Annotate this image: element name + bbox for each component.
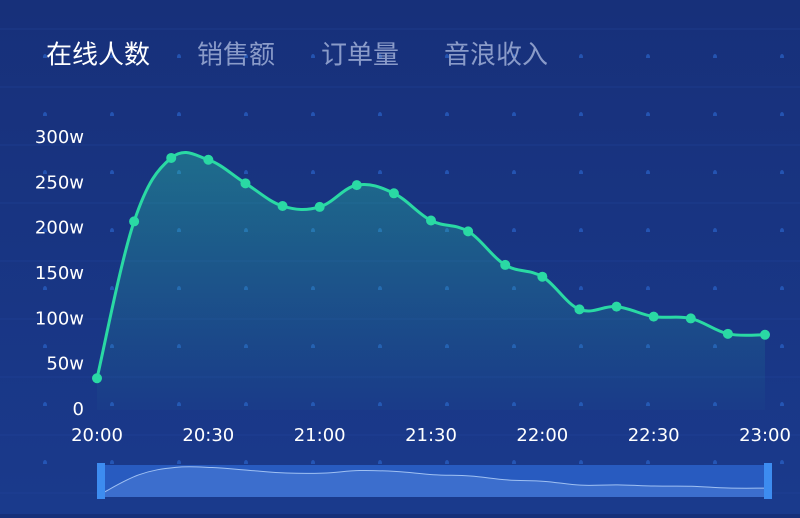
y-tick-label: 300w [35, 127, 84, 148]
y-tick-label: 50w [46, 354, 84, 375]
y-tick-label: 250w [35, 172, 84, 193]
area [97, 152, 765, 411]
x-tick-label: 22:00 [516, 425, 568, 446]
point [722, 328, 733, 339]
point [426, 215, 436, 226]
y-tick-label: 150w [35, 263, 84, 284]
point [648, 311, 659, 322]
x-tick-label: 21:00 [294, 425, 346, 446]
point [574, 304, 585, 315]
zoom-handle-right[interactable] [764, 463, 772, 499]
point [129, 216, 140, 227]
point [685, 313, 696, 324]
point [240, 178, 251, 189]
point [500, 259, 511, 270]
point [277, 201, 288, 211]
point [351, 180, 362, 191]
y-tick-label: 0 [73, 399, 84, 420]
point [760, 329, 770, 340]
point [92, 373, 102, 384]
point [203, 154, 214, 165]
point [388, 188, 399, 199]
x-tick-label: 20:00 [71, 425, 123, 446]
y-tick-label: 200w [35, 218, 84, 239]
zoom-area [102, 466, 765, 497]
x-tick-label: 22:30 [628, 425, 680, 446]
x-tick-label: 20:30 [182, 425, 234, 446]
tab[interactable]: 订单量 [321, 41, 399, 71]
x-tick-label: 21:30 [405, 425, 457, 446]
x-tick-label: 23:00 [739, 425, 791, 446]
point [537, 271, 548, 282]
point [463, 226, 474, 237]
zoom-track [97, 465, 770, 497]
tab[interactable]: 在线人数 [46, 41, 150, 71]
zoom-line [101, 466, 766, 494]
zoom-handle-left[interactable] [97, 463, 105, 499]
tab[interactable]: 销售额 [197, 41, 275, 71]
tab[interactable]: 音浪收入 [444, 41, 548, 71]
point [166, 152, 177, 163]
point [314, 201, 325, 212]
point [611, 301, 622, 312]
y-tick-label: 100w [35, 308, 84, 329]
